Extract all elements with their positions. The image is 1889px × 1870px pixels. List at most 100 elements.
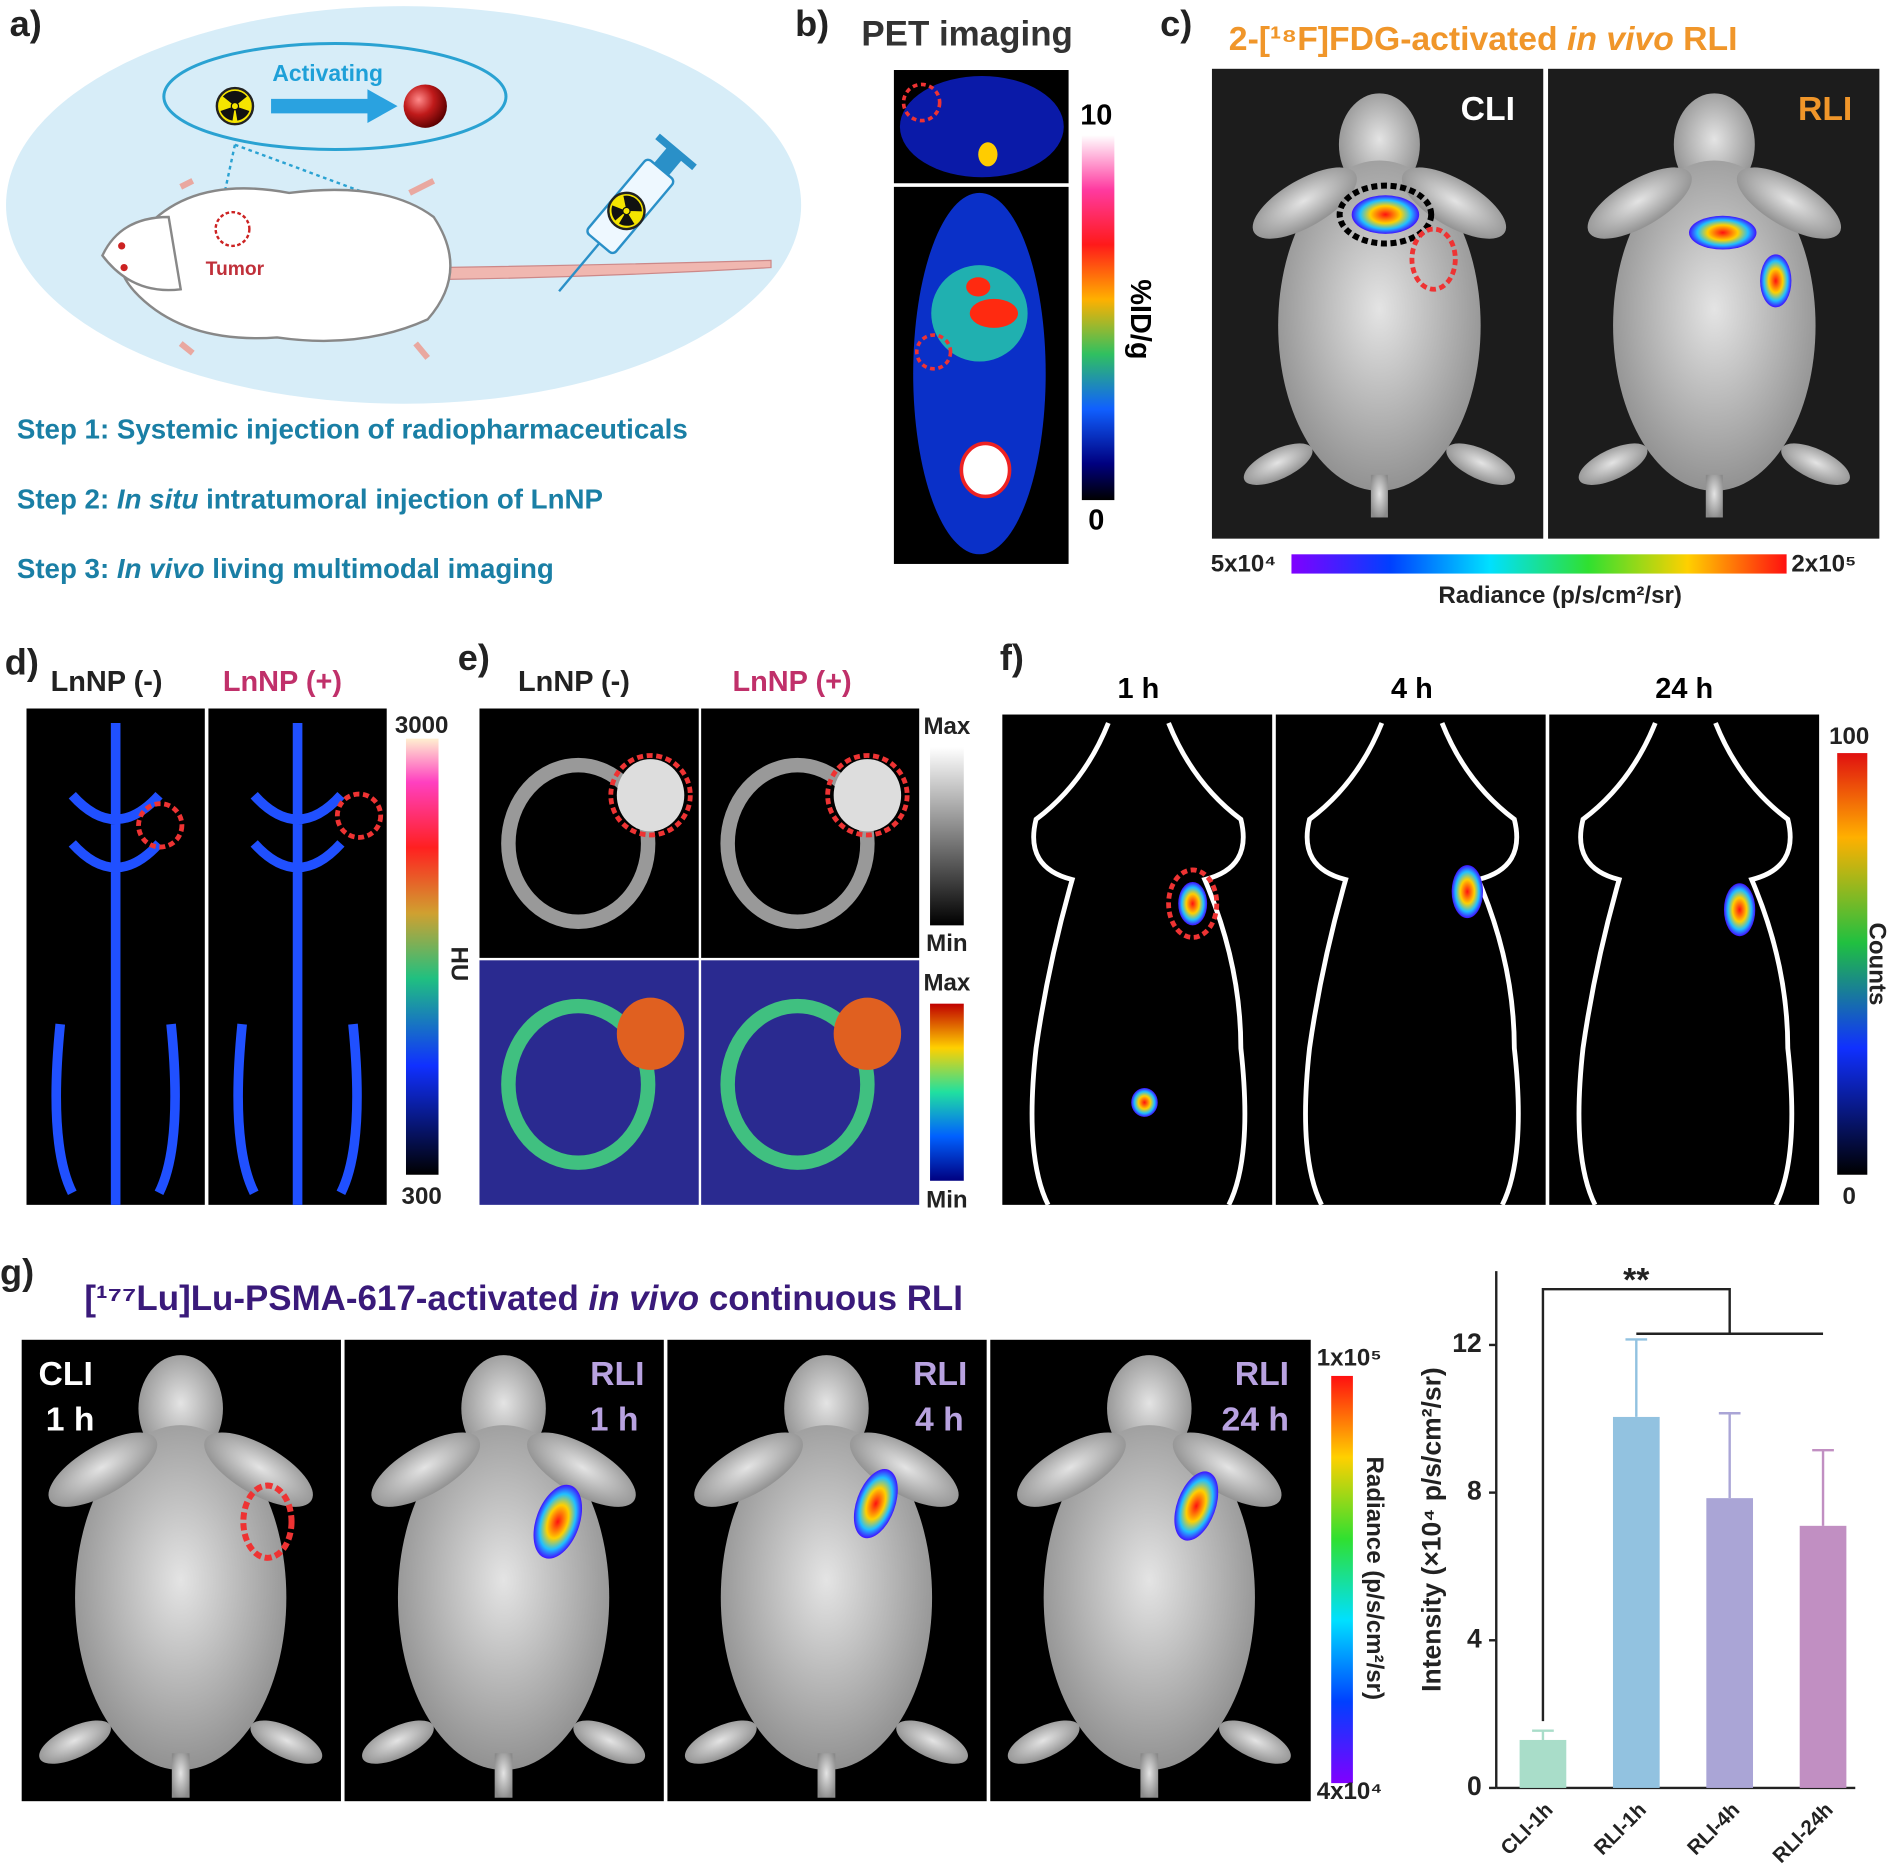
image-label: LnNP (-) <box>51 666 163 698</box>
step-text: In vivo <box>117 553 205 584</box>
mouse-body <box>119 187 452 343</box>
image-label: LnNP (+) <box>732 666 851 698</box>
x-tick-label: RLI-1h <box>1590 1798 1651 1859</box>
scale-unit: %ID/g <box>1124 279 1156 359</box>
significance-label: ** <box>1623 1261 1650 1299</box>
image-label: 4 h <box>1391 673 1433 705</box>
scale-max: 1x10⁵ <box>1317 1344 1382 1371</box>
step-text: In situ <box>117 484 199 515</box>
panel-g: g) [¹⁷⁷Lu]Lu-PSMA-617-activated in vivo … <box>0 1251 1388 1805</box>
scale-min: 0 <box>1088 504 1104 536</box>
panel-label: c) <box>1160 3 1192 44</box>
step-text: Step 2: <box>17 484 117 515</box>
scale-max: Max <box>923 970 970 997</box>
scale-min: 4x10⁴ <box>1317 1778 1382 1805</box>
colorbar <box>405 738 439 1175</box>
scale-max: 3000 <box>395 712 449 739</box>
title-part: in vivo <box>1567 20 1674 58</box>
panel-label: g) <box>0 1251 34 1292</box>
x-tick-label: RLI-4h <box>1683 1798 1744 1859</box>
image-label: 1 h <box>1118 673 1160 705</box>
step-3: Step 3: In vivo living multimodal imagin… <box>17 553 554 584</box>
y-tick-label: 12 <box>1452 1328 1481 1358</box>
error-bar <box>1718 1412 1741 1499</box>
image-label: 24 h <box>1222 1401 1289 1439</box>
colorbar <box>1081 135 1115 501</box>
colorbar <box>1291 554 1787 574</box>
panel-e: e) LnNP (-) LnNP (+) Max Min Max Min <box>458 637 971 1214</box>
panel-title: 2-[¹⁸F]FDG-activated in vivo RLI <box>1229 20 1738 58</box>
significance-bracket <box>1541 1287 1824 1722</box>
scale-min: 5x10⁴ <box>1211 551 1276 578</box>
panel-label: b) <box>795 3 829 44</box>
x-tick-label: RLI-24h <box>1768 1798 1837 1867</box>
scale-min: Min <box>926 1187 967 1214</box>
y-tick-label: 8 <box>1467 1476 1482 1506</box>
scale-unit: Radiance (p/s/cm²/sr) <box>1438 582 1682 609</box>
scale-unit: Radiance (p/s/cm²/sr) <box>1361 1457 1388 1701</box>
tail <box>433 259 772 281</box>
scale-max: 2x10⁵ <box>1791 551 1856 578</box>
image-label: RLI <box>1798 90 1852 128</box>
panel-title: PET imaging <box>861 15 1073 54</box>
image-label: 24 h <box>1655 673 1713 705</box>
image-label: RLI <box>590 1355 644 1393</box>
scale-max: 10 <box>1080 100 1112 132</box>
image-label: 1 h <box>590 1401 639 1439</box>
scale-unit: Counts <box>1863 922 1889 1005</box>
step-text: Step 3: <box>17 553 117 584</box>
panel-d: d) LnNP (-) LnNP (+) 3000 300 HU <box>5 642 473 1210</box>
tumor-label: Tumor <box>206 259 265 280</box>
step-text: intratumoral injection of LnNP <box>198 484 603 515</box>
panel-f: f) 1 h 4 h 24 h 100 0 Counts <box>1000 637 1889 1210</box>
image-label: RLI <box>1235 1355 1289 1393</box>
bar <box>1519 1739 1567 1788</box>
image-label: LnNP (-) <box>518 666 630 698</box>
colorbar <box>1837 753 1868 1175</box>
colorbar <box>930 1003 964 1181</box>
image-label: CLI <box>1461 90 1515 128</box>
panel-c: c) 2-[¹⁸F]FDG-activated in vivo RLI CLI … <box>1160 3 1880 609</box>
nanoparticle <box>403 84 447 128</box>
image-label: CLI <box>39 1355 93 1393</box>
panel-label: e) <box>458 637 490 678</box>
step-1: Step 1: Systemic injection of radiopharm… <box>17 414 688 445</box>
image-label: 1 h <box>46 1401 95 1439</box>
step-text: Step 1: Systemic injection of radiopharm… <box>17 414 688 445</box>
activating-label: Activating <box>272 60 383 86</box>
error-bar <box>1532 1729 1554 1740</box>
scale-min: 300 <box>402 1183 442 1210</box>
scale-min: 0 <box>1843 1183 1856 1210</box>
bar <box>1706 1498 1754 1788</box>
error-bar <box>1812 1448 1834 1526</box>
panel-label: f) <box>1000 637 1024 678</box>
panel-b: b) PET imaging 10 0 %ID/g <box>795 3 1156 564</box>
title-part: 2-[¹⁸F]FDG-activated <box>1229 20 1567 58</box>
zoom-ellipse <box>162 42 508 152</box>
image-label: 4 h <box>915 1401 964 1439</box>
colorbar <box>1331 1375 1353 1784</box>
title-part: RLI <box>1674 20 1738 58</box>
panel-label: d) <box>5 642 39 683</box>
panel-a: a) Activating Tumor Step 1: Systemic inj… <box>6 3 802 584</box>
error-bar <box>1625 1338 1648 1417</box>
radiation-icon <box>215 86 255 126</box>
x-tick-label: CLI-1h <box>1496 1798 1557 1859</box>
title-part: [¹⁷⁷Lu]Lu-PSMA-617-activated <box>84 1279 588 1318</box>
step-2: Step 2: In situ intratumoral injection o… <box>17 484 603 515</box>
step-text: living multimodal imaging <box>205 553 554 584</box>
y-tick-label: 0 <box>1467 1771 1482 1801</box>
image-label: RLI <box>913 1355 967 1393</box>
scale-min: Min <box>926 930 967 957</box>
image-label: LnNP (+) <box>223 666 342 698</box>
scale-max: Max <box>923 713 970 740</box>
y-tick-label: 4 <box>1467 1623 1482 1653</box>
title-part: continuous RLI <box>699 1279 963 1318</box>
syringe <box>558 133 697 293</box>
y-axis-label: Intensity (×10⁴ p/s/cm²/sr) <box>1417 1367 1447 1692</box>
bar <box>1612 1416 1660 1788</box>
panel-title: [¹⁷⁷Lu]Lu-PSMA-617-activated in vivo con… <box>84 1279 963 1318</box>
panel-label: a) <box>10 3 42 44</box>
colorbar <box>930 747 964 926</box>
